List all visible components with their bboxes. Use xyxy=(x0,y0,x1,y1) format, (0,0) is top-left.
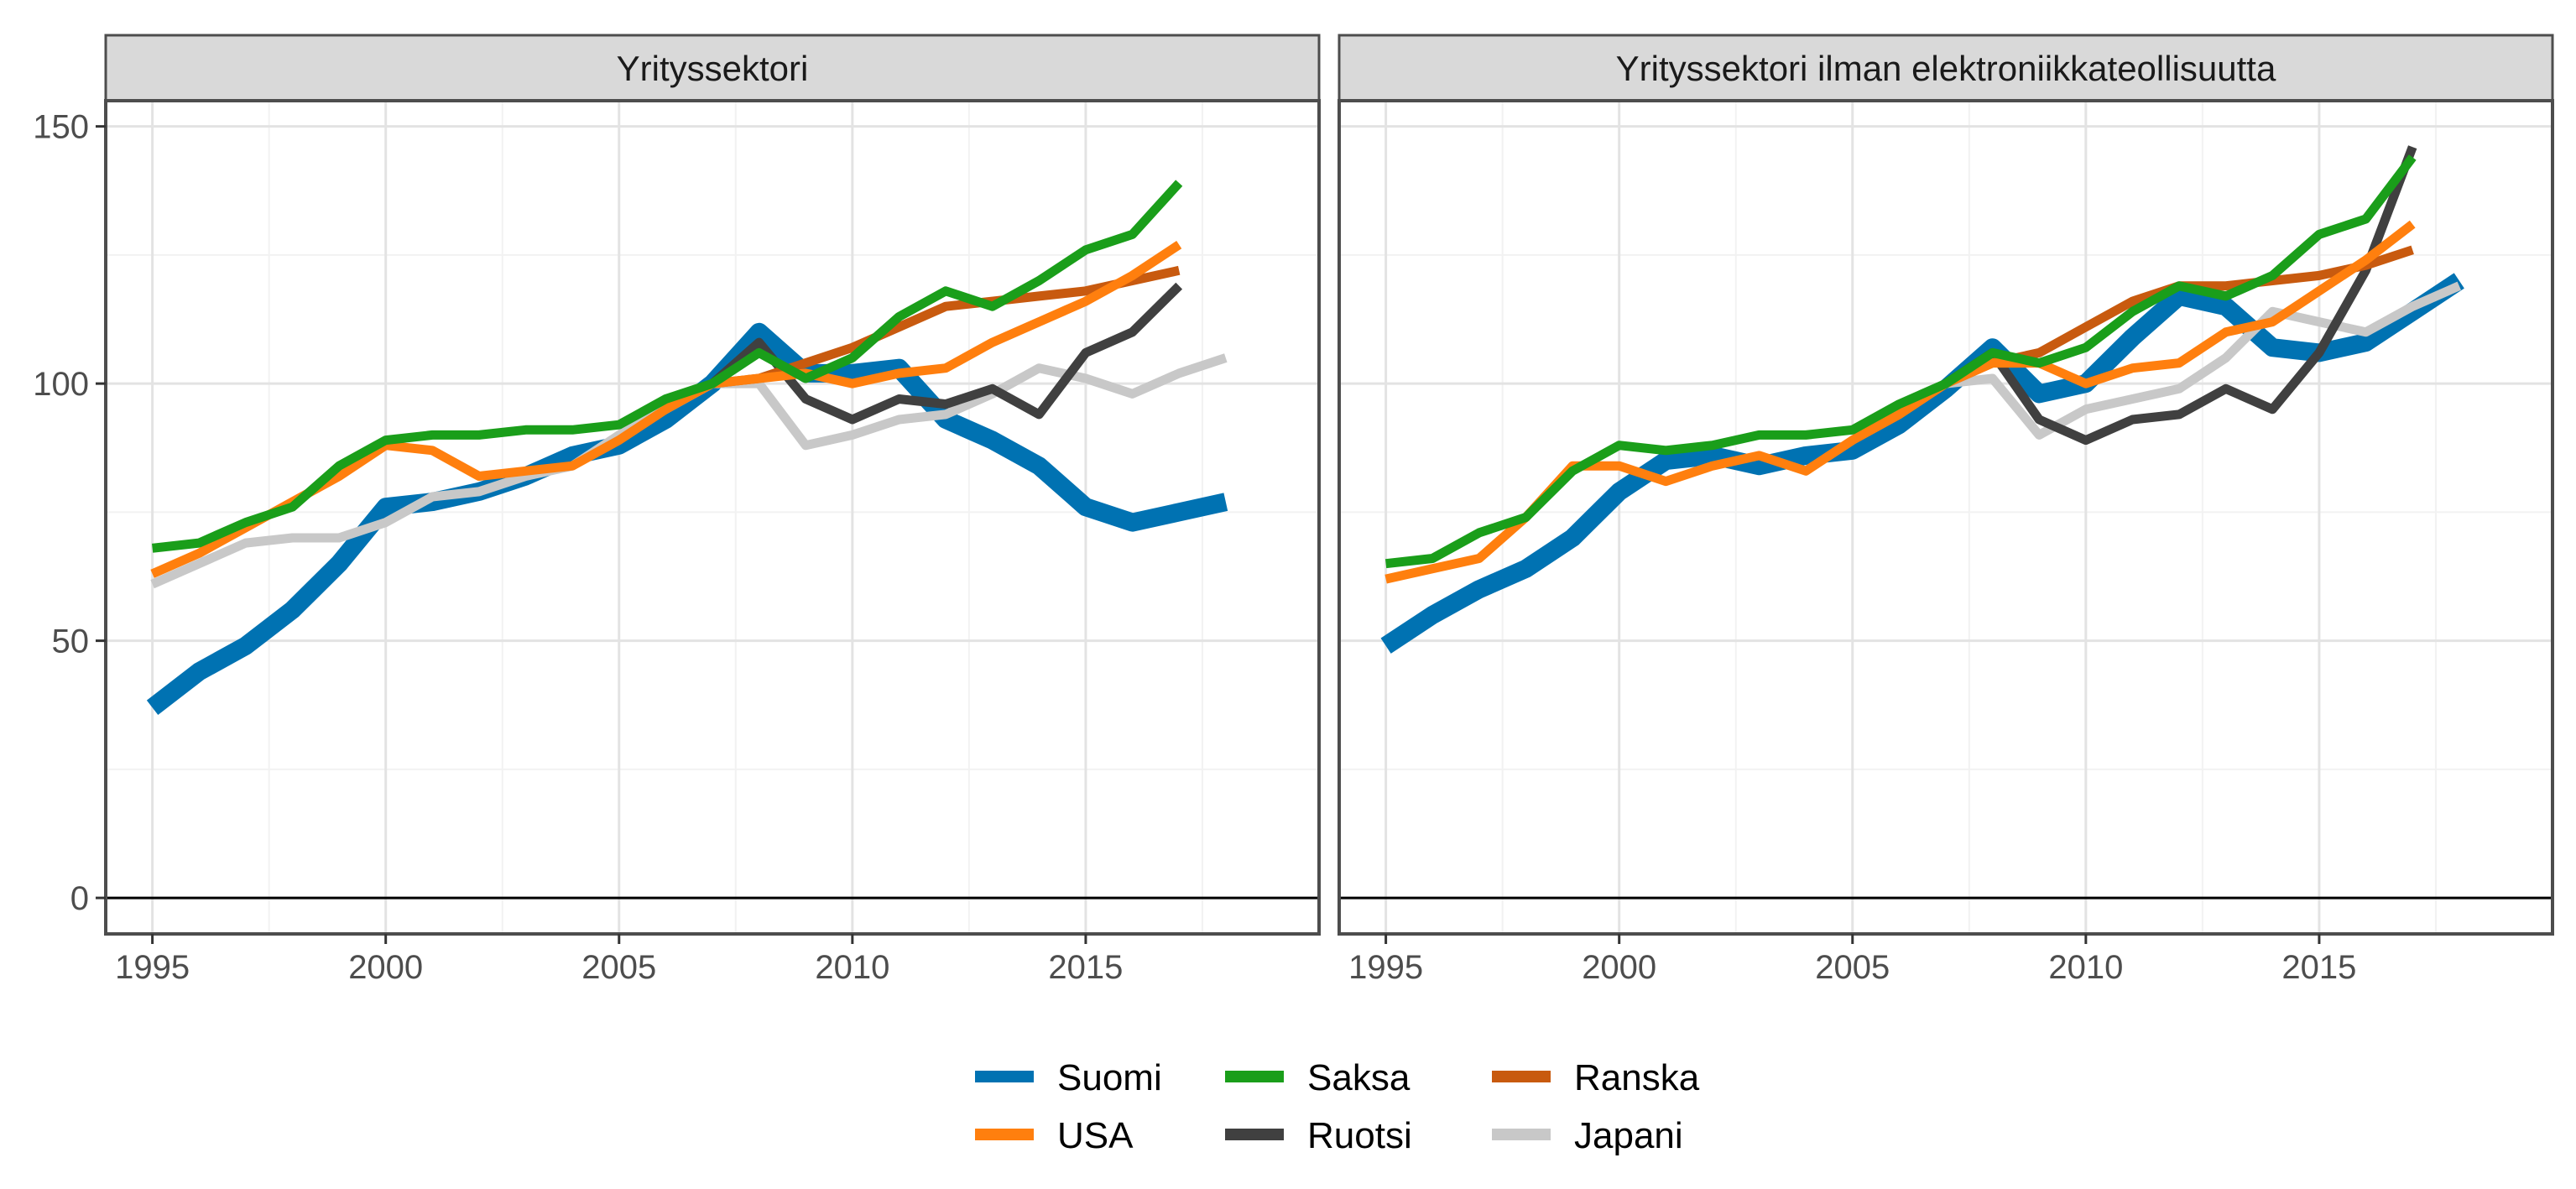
legend-label-japani: Japani xyxy=(1574,1115,1683,1156)
facet-panel-1: Yrityssektori 1995 2000 2005 2010 2015 0 50 100 1… xyxy=(33,34,1321,986)
x-tick-label: 1995 xyxy=(1348,949,1423,986)
x-tick-label: 1995 xyxy=(115,949,190,986)
facet-panel-2: Yrityssektori ilman elektroniikkateollis… xyxy=(1338,34,2554,986)
x-tick-label: 2005 xyxy=(1815,949,1890,986)
x-tick-label: 2005 xyxy=(581,949,656,986)
legend: Suomi USA Saksa Ruotsi Ranska Japani xyxy=(975,1057,1700,1156)
legend-label-ruotsi: Ruotsi xyxy=(1307,1115,1412,1156)
plot-background xyxy=(1339,101,2553,934)
legend-label-saksa: Saksa xyxy=(1307,1057,1411,1098)
series-line-japani xyxy=(1945,281,2462,440)
legend-label-suomi: Suomi xyxy=(1057,1057,1162,1098)
x-tick-label: 2010 xyxy=(815,949,889,986)
x-tick-label: 2000 xyxy=(1582,949,1656,986)
y-tick-label: 0 xyxy=(70,880,89,917)
series-line-saksa xyxy=(151,180,1183,553)
x-tick-label: 2010 xyxy=(2048,949,2123,986)
facet-strip xyxy=(104,34,1321,102)
facet-strip-title: Yrityssektori xyxy=(617,49,809,88)
series-line-ruotsi xyxy=(1942,145,2417,446)
series-line-ruotsi xyxy=(709,282,1183,425)
x-tick-label: 2015 xyxy=(1048,949,1123,986)
y-tick-label: 150 xyxy=(33,109,89,146)
series-line-suomi xyxy=(1380,273,2464,654)
panel-border xyxy=(1338,99,2554,936)
facet-strip-title: Yrityssektori ilman elektroniikkateollis… xyxy=(1616,49,2276,88)
legend-label-ranska: Ranska xyxy=(1574,1057,1700,1098)
x-tick-label: 2000 xyxy=(348,949,423,986)
legend-label-usa: USA xyxy=(1057,1115,1134,1156)
panel-border xyxy=(104,99,1321,936)
y-tick-label: 100 xyxy=(33,366,89,403)
series-line-saksa xyxy=(1384,154,2417,569)
x-tick-label: 2015 xyxy=(2281,949,2356,986)
y-tick-label: 50 xyxy=(52,623,90,660)
